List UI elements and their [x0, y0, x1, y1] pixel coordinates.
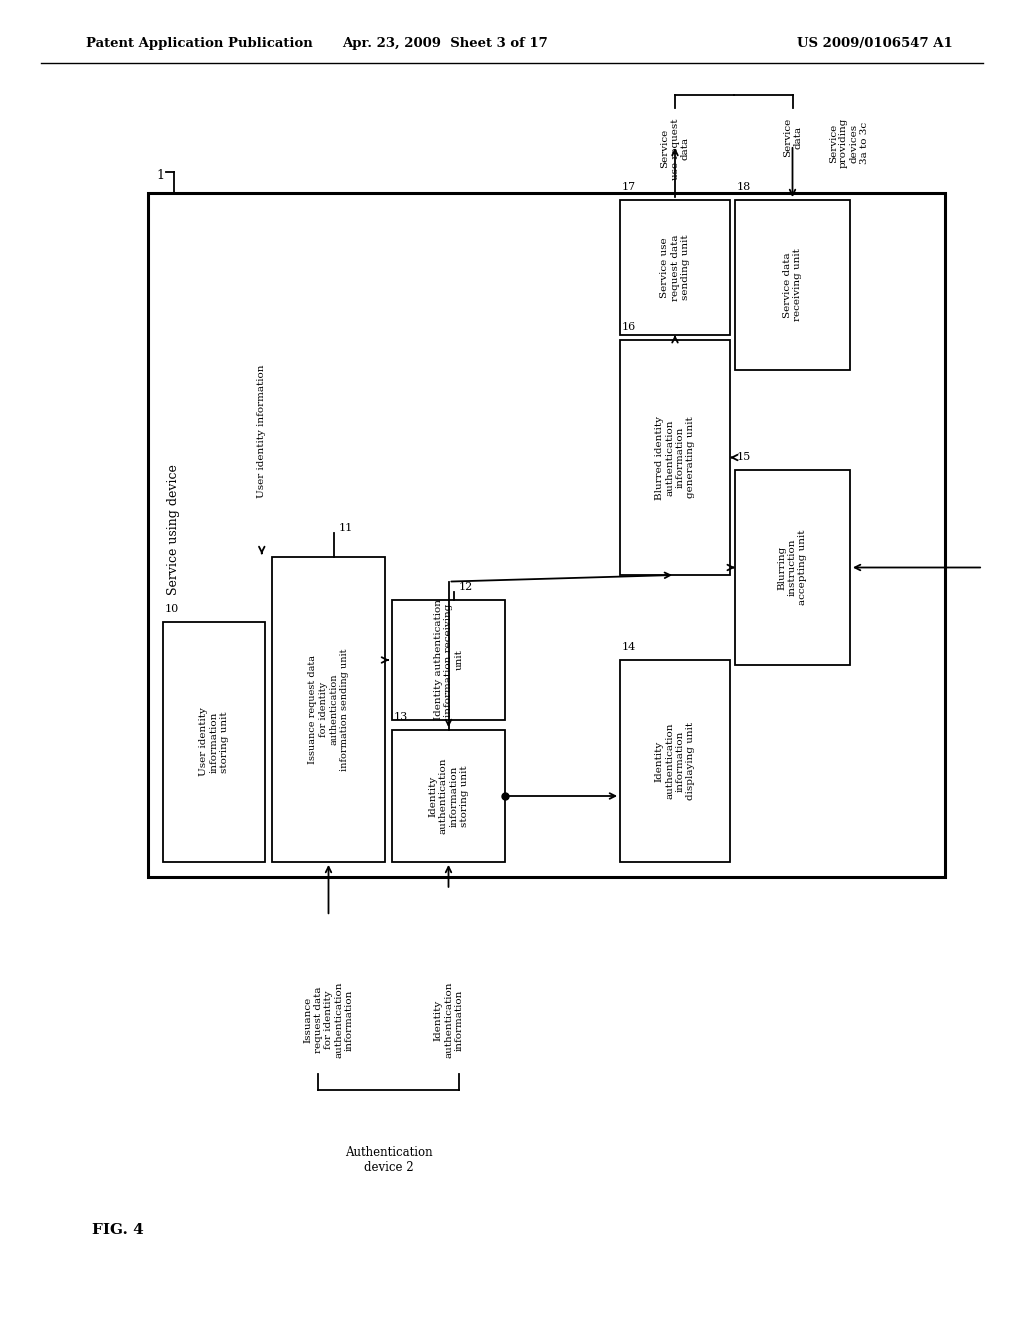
- Text: 12: 12: [459, 582, 473, 593]
- Text: User identity information: User identity information: [257, 364, 266, 498]
- Bar: [735, 201, 850, 370]
- Bar: [163, 622, 265, 862]
- Bar: [272, 557, 385, 862]
- Text: Identity
authentication
information
storing unit: Identity authentication information stor…: [428, 758, 469, 834]
- Text: 13: 13: [394, 711, 409, 722]
- Text: Apr. 23, 2009  Sheet 3 of 17: Apr. 23, 2009 Sheet 3 of 17: [343, 37, 548, 50]
- Text: Identity
authentication
information
displaying unit: Identity authentication information disp…: [655, 722, 695, 800]
- Text: Blurred identity
authentication
information
generating unit: Blurred identity authentication informat…: [655, 416, 695, 499]
- Bar: [620, 660, 730, 862]
- Text: Service data
receiving unit: Service data receiving unit: [782, 248, 802, 322]
- Text: Service using device: Service using device: [167, 465, 180, 595]
- Text: FIG. 4: FIG. 4: [92, 1224, 144, 1237]
- Text: Patent Application Publication: Patent Application Publication: [86, 37, 312, 50]
- Text: US 2009/0106547 A1: US 2009/0106547 A1: [797, 37, 952, 50]
- Text: User identity
information
storing unit: User identity information storing unit: [199, 708, 229, 776]
- Text: Authentication
device 2: Authentication device 2: [345, 1146, 432, 1173]
- Text: Service
data: Service data: [782, 117, 802, 157]
- Bar: [620, 341, 730, 576]
- Text: Issuance
request data
for identity
authentication
information: Issuance request data for identity authe…: [303, 982, 354, 1059]
- Text: Issuance request data
for identity
authentication
information sending unit: Issuance request data for identity authe…: [308, 648, 348, 771]
- Text: Service
use request
data: Service use request data: [660, 117, 690, 180]
- Bar: [735, 470, 850, 665]
- Text: 16: 16: [622, 322, 636, 333]
- Text: 15: 15: [737, 451, 752, 462]
- Text: Blurring
instruction
accepting unit: Blurring instruction accepting unit: [777, 529, 807, 606]
- Text: 10: 10: [165, 605, 179, 614]
- Text: 11: 11: [339, 523, 353, 533]
- Text: Identity
authentication
information: Identity authentication information: [433, 982, 464, 1059]
- Text: 14: 14: [622, 642, 636, 652]
- Text: 17: 17: [622, 182, 636, 193]
- Text: Service
providing
devices
3a to 3c: Service providing devices 3a to 3c: [828, 117, 869, 169]
- Text: Service use
request data
sending unit: Service use request data sending unit: [660, 234, 690, 301]
- Bar: [392, 730, 505, 862]
- Bar: [620, 201, 730, 335]
- Bar: [148, 193, 945, 876]
- Text: 1: 1: [157, 169, 164, 182]
- Text: 18: 18: [737, 182, 752, 193]
- Text: Identity authentication
information receiving
unit: Identity authentication information rece…: [433, 599, 464, 721]
- Bar: [392, 601, 505, 719]
